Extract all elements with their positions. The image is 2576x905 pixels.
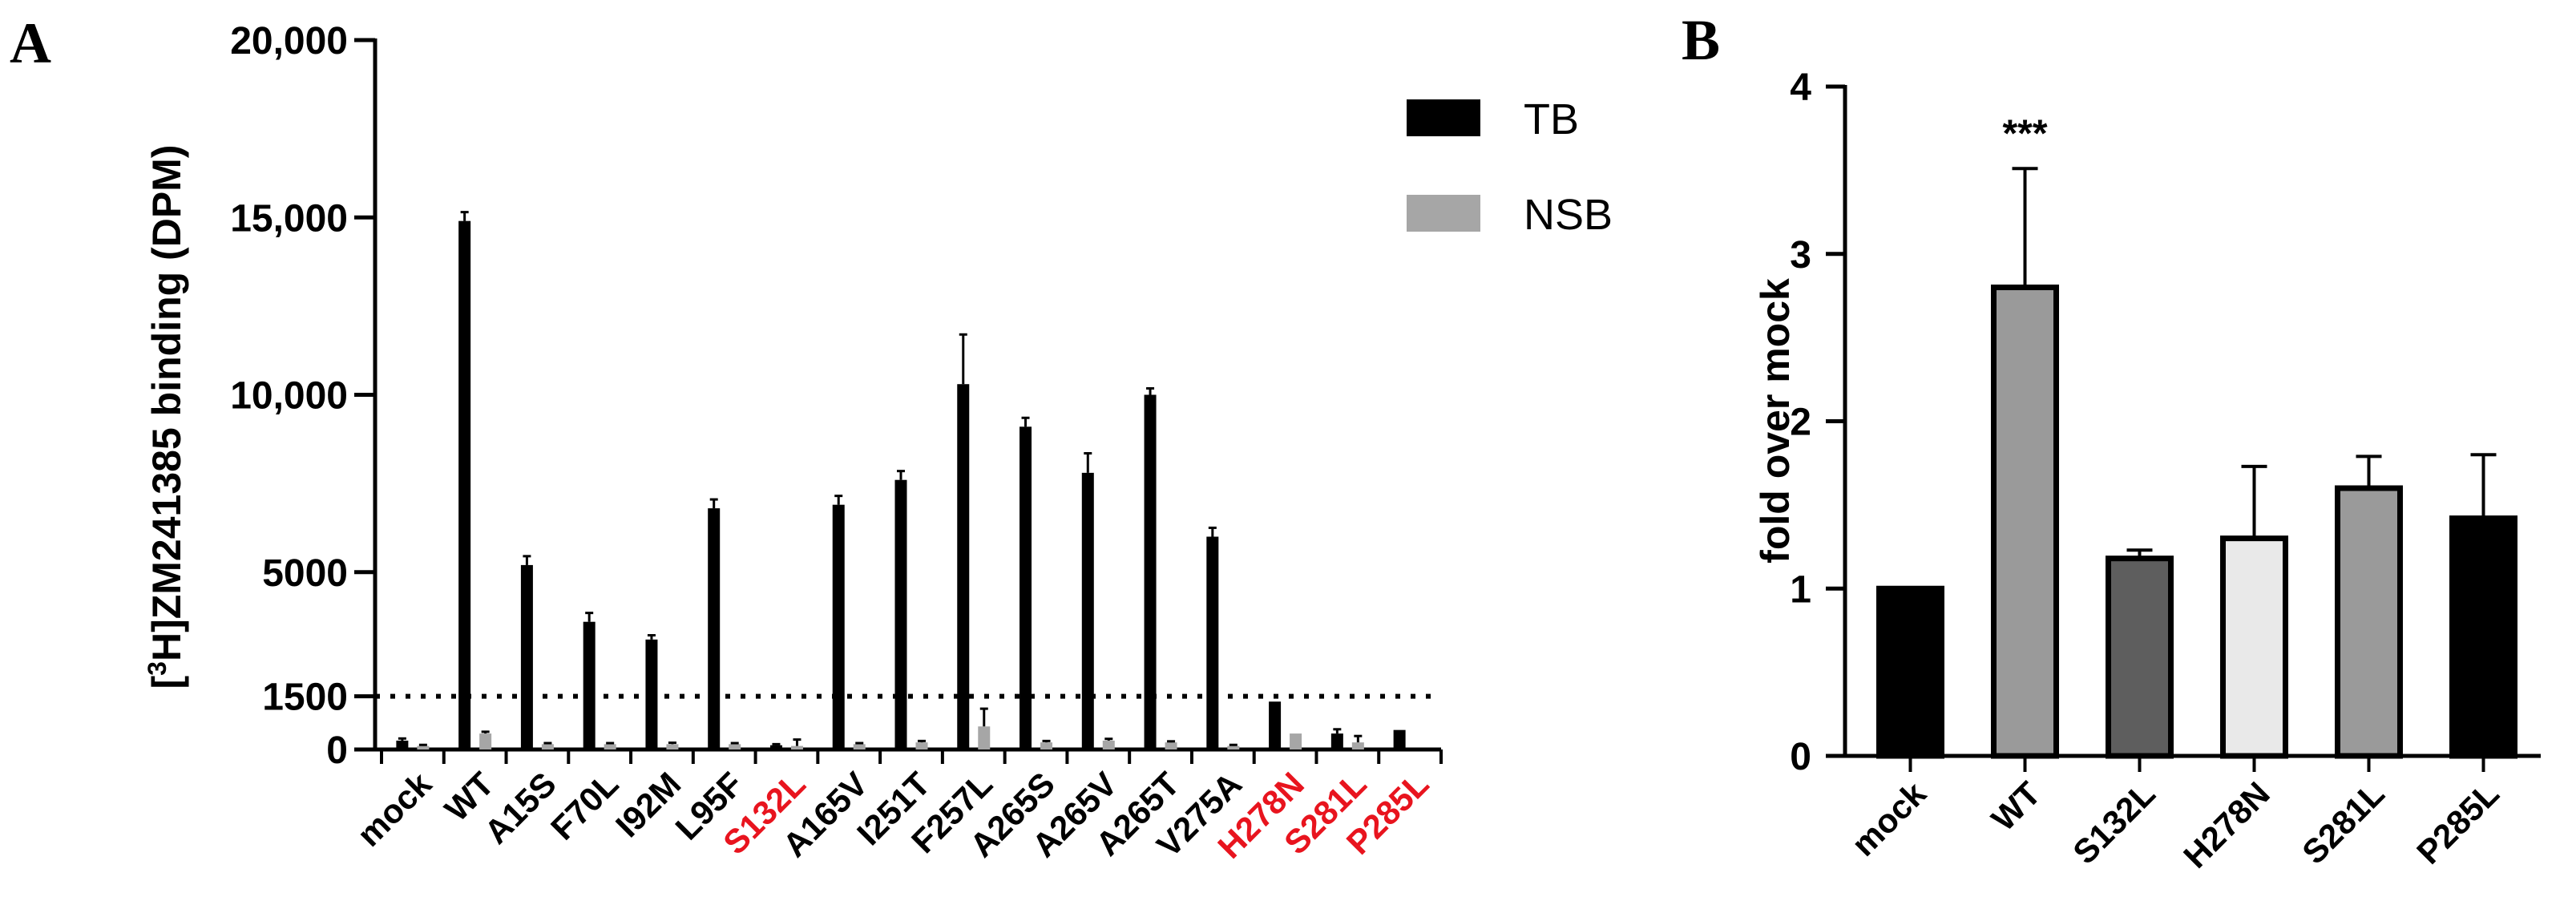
y-axis-label-suffix: H]ZM241385 binding (DPM) [144, 145, 189, 661]
bar-b [2449, 515, 2517, 759]
bar-tb [1144, 394, 1157, 749]
bar-nsb [1102, 740, 1115, 749]
category-label-b: S132L [2065, 774, 2162, 871]
bar-nsb [1227, 745, 1240, 749]
bar-nsb [1351, 742, 1364, 749]
category-label-b: S281L [2295, 774, 2392, 871]
bar-nsb [729, 744, 741, 749]
y-tick-label: 5000 [262, 552, 348, 595]
bar-b [2220, 535, 2288, 759]
y-tick-label: 10,000 [230, 375, 348, 418]
bar-tb [1330, 733, 1343, 749]
chart-b: 0 1 2 3 4 mock WT S132L H278N S281L P285L *** fold o… [1753, 67, 2541, 875]
bar-tb [769, 745, 782, 749]
y-tick-label: 15,000 [230, 197, 348, 240]
legend-swatch-tb [1407, 99, 1480, 136]
bar-tb [832, 504, 845, 749]
bar-b [1991, 285, 2059, 759]
y-tick-label: 20,000 [230, 20, 348, 63]
y-axis-label: [3H]ZM241385 binding (DPM) [143, 145, 189, 689]
y-tick-label-b: 0 [1790, 736, 1811, 778]
y-tick-label-b: 2 [1790, 402, 1811, 444]
bar-nsb [666, 744, 679, 749]
category-label-b: H278N [2176, 774, 2277, 875]
bar-nsb [853, 744, 866, 749]
bar-b [1876, 585, 1944, 759]
bar-tb [957, 384, 970, 749]
y-tick-label-b: 4 [1790, 67, 1811, 109]
bar-nsb [915, 742, 928, 749]
y-tick-label-b: 1 [1790, 568, 1811, 611]
y-tick-label-b: 3 [1790, 234, 1811, 277]
bar-nsb [1165, 742, 1177, 749]
legend-label-tb: TB [1524, 95, 1579, 143]
y-tick-label: 1500 [262, 677, 348, 719]
category-label: I92M [608, 765, 688, 844]
bar-tb [1081, 472, 1094, 749]
bar-tb [645, 639, 658, 749]
bar-nsb [604, 744, 616, 749]
bar-tb [894, 479, 907, 749]
chart-a: 01500500010,00015,00020,000mockWTA15SF70… [143, 20, 1613, 866]
bar-nsb [790, 745, 803, 749]
bar-b [2106, 556, 2174, 759]
y-tick-label: 0 [326, 729, 348, 772]
panel-b-letter: B [1682, 8, 1720, 72]
category-label-b: WT [1984, 774, 2048, 838]
bar-tb [1269, 701, 1282, 749]
category-label-b: mock [1844, 774, 1933, 863]
bar-nsb [417, 745, 430, 749]
bar-nsb [1040, 742, 1053, 749]
category-label: F70L [543, 765, 626, 847]
y-axis-label-prefix: [ [144, 675, 189, 689]
bar-tb [583, 621, 596, 749]
y-axis-label-b: fold over mock [1753, 278, 1798, 564]
bar-tb [1019, 426, 1032, 749]
bar-nsb [1290, 733, 1302, 749]
bar-tb [396, 740, 409, 749]
category-label: A15S [477, 765, 563, 851]
bar-nsb [479, 733, 492, 749]
bar-nsb [978, 726, 991, 749]
significance-annotation: *** [2002, 112, 2047, 155]
legend-swatch-nsb [1407, 195, 1480, 232]
legend-label-nsb: NSB [1524, 191, 1613, 239]
panel-a-letter: A [10, 11, 51, 75]
category-label-b: P285L [2409, 774, 2506, 871]
y-axis-label-superscript: 3 [143, 661, 172, 676]
bar-tb [1393, 729, 1406, 749]
bar-tb [708, 508, 721, 749]
bar-tb [458, 220, 471, 749]
bar-b [2335, 485, 2403, 759]
bar-nsb [541, 744, 554, 749]
bar-tb [1206, 536, 1219, 749]
category-label: mock [349, 765, 438, 854]
bar-tb [520, 564, 533, 749]
